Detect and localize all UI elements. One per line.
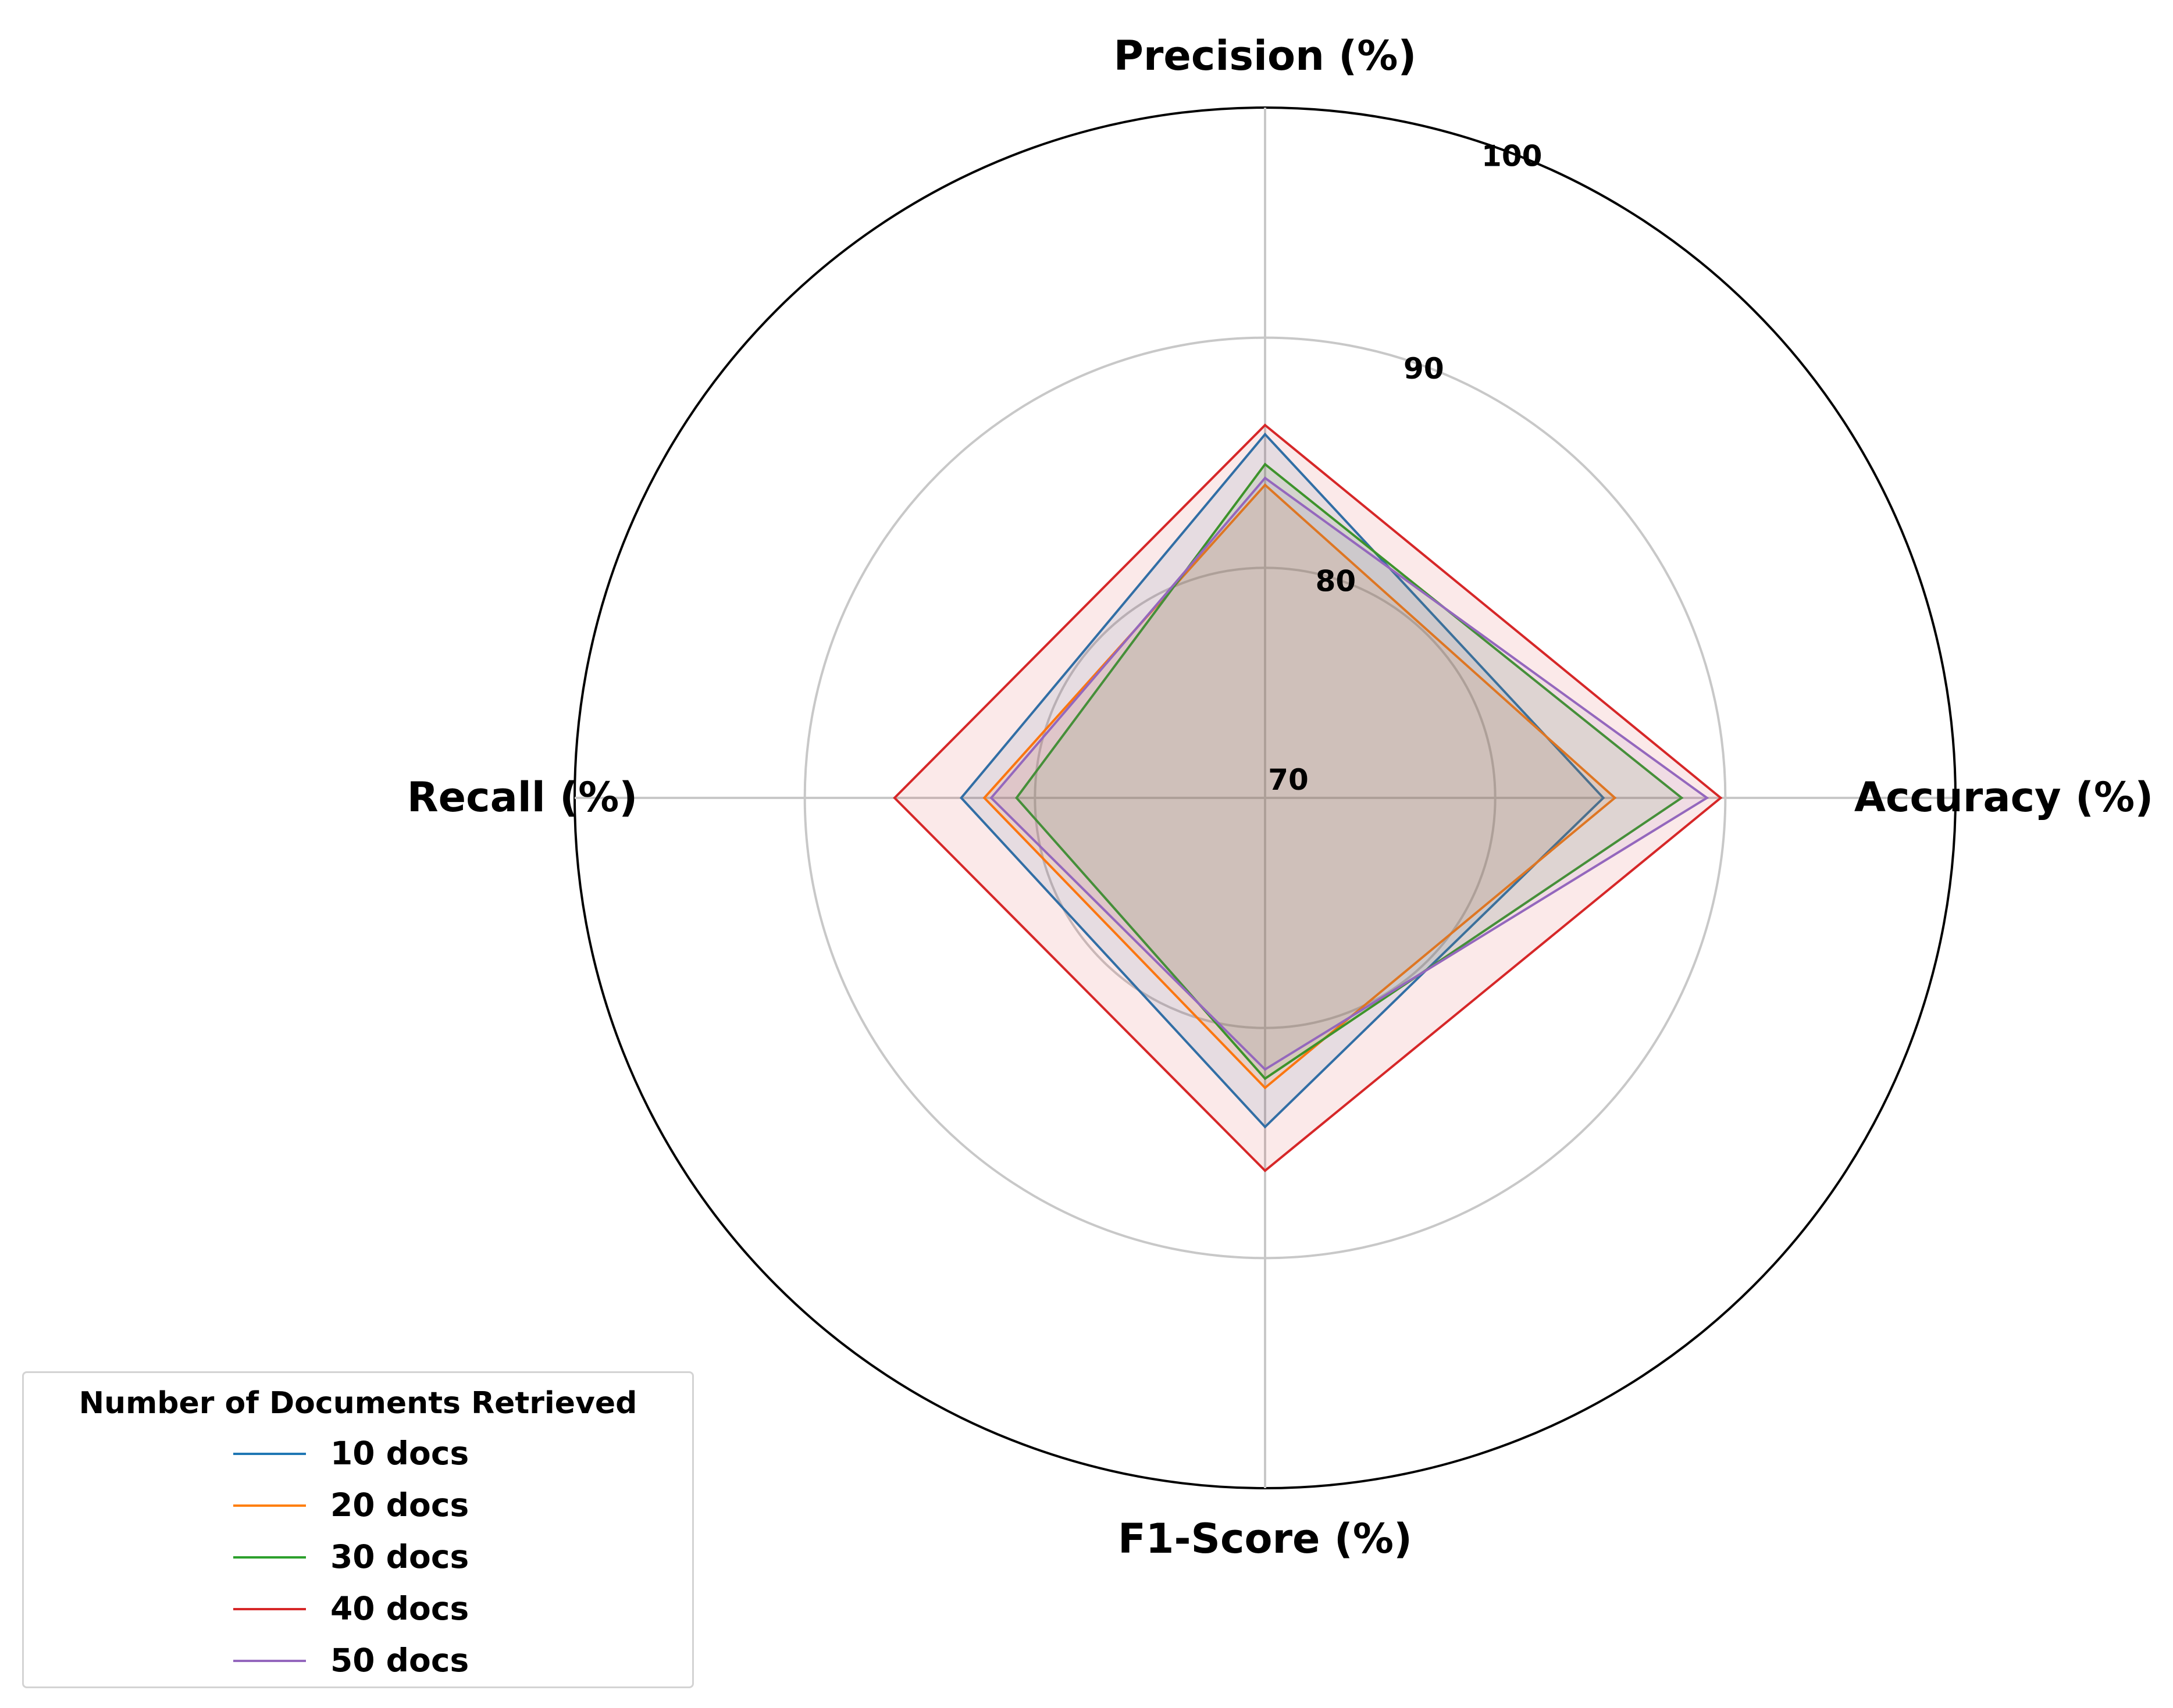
legend-label: 30 docs (330, 1538, 469, 1575)
series-fill-40-docs (895, 425, 1721, 1171)
legend-swatch (233, 1608, 306, 1610)
series-fill-20-docs (984, 484, 1615, 1088)
axis-label-3: Recall (%) (407, 773, 638, 821)
series-line-40-docs (893, 423, 1723, 1172)
r-tick-label: 90 (1403, 352, 1444, 386)
series-fill-30-docs (1016, 464, 1682, 1079)
axis-label-0: Precision (%) (1114, 32, 1417, 80)
legend-label: 50 docs (330, 1642, 469, 1679)
legend-label: 20 docs (330, 1486, 469, 1524)
series-line-20-docs (982, 483, 1617, 1090)
r-tick-label: 70 (1268, 763, 1309, 797)
r-tick-label: 80 (1316, 564, 1356, 598)
r-tick-label: 100 (1481, 139, 1542, 173)
legend-label: 10 docs (330, 1435, 469, 1472)
legend-swatch (233, 1453, 306, 1455)
legend-swatch (233, 1556, 306, 1559)
series-layer (893, 423, 1723, 1172)
label-layer: 70 80 90 100 Precision (%) Accuracy (%) F1-Sco… (407, 32, 2153, 1563)
legend: Number of Documents Retrieved 10 docs 20 … (22, 1371, 694, 1688)
axis-label-1: Accuracy (%) (1854, 773, 2153, 821)
legend-swatch (233, 1504, 306, 1507)
series-fill-50-docs (991, 478, 1707, 1069)
legend-label: 40 docs (330, 1590, 469, 1627)
axis-label-2: F1-Score (%) (1118, 1515, 1412, 1563)
legend-title: Number of Documents Retrieved (79, 1386, 637, 1421)
grid-layer (573, 106, 1957, 1489)
legend-swatch (233, 1660, 306, 1662)
series-line-30-docs (1015, 462, 1684, 1081)
series-line-50-docs (989, 476, 1709, 1071)
series-line-10-docs (960, 432, 1605, 1129)
